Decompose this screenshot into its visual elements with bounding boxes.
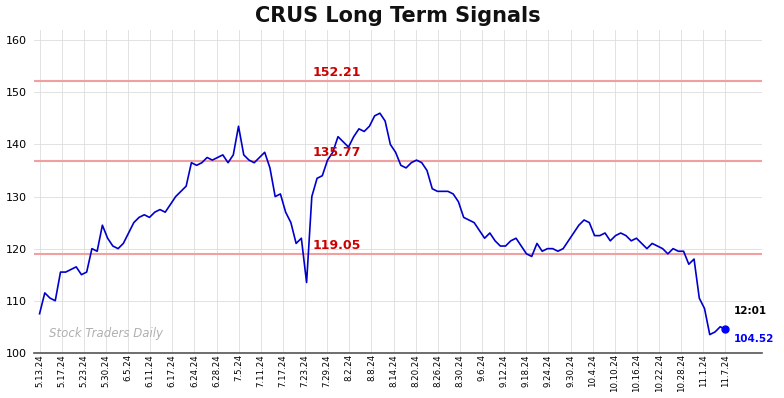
Text: 119.05: 119.05: [313, 238, 361, 252]
Text: 12:01: 12:01: [733, 306, 767, 316]
Title: CRUS Long Term Signals: CRUS Long Term Signals: [256, 6, 541, 25]
Text: Stock Traders Daily: Stock Traders Daily: [49, 327, 163, 340]
Text: 135.77: 135.77: [313, 146, 361, 159]
Text: 104.52: 104.52: [733, 334, 774, 345]
Text: 152.21: 152.21: [313, 66, 361, 79]
